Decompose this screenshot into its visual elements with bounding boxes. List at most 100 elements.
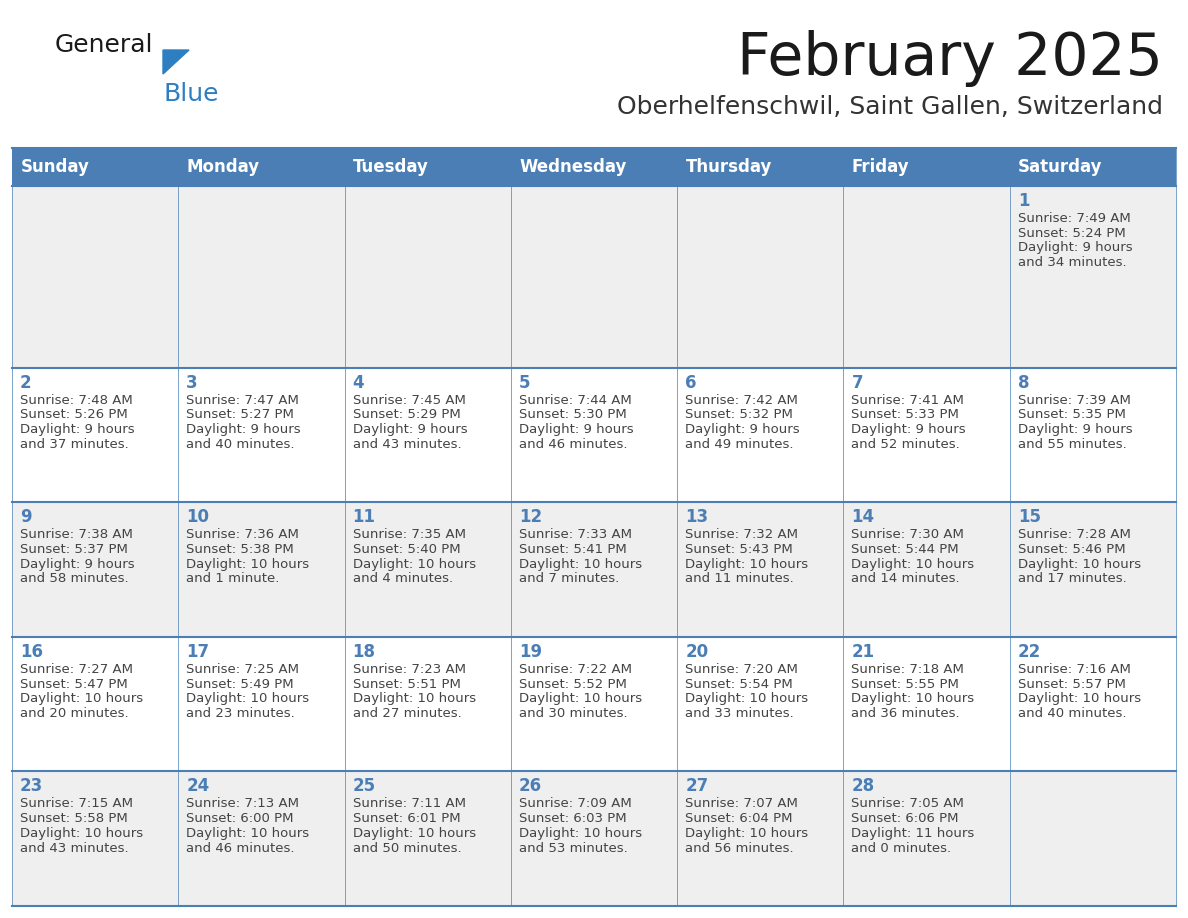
Text: and 0 minutes.: and 0 minutes. [852,842,952,855]
Text: Sunrise: 7:18 AM: Sunrise: 7:18 AM [852,663,965,676]
Text: Sunrise: 7:05 AM: Sunrise: 7:05 AM [852,798,965,811]
Text: 27: 27 [685,778,708,795]
Text: Daylight: 10 hours: Daylight: 10 hours [353,827,475,840]
Text: Daylight: 10 hours: Daylight: 10 hours [187,692,309,705]
Text: 4: 4 [353,374,365,392]
Text: Daylight: 10 hours: Daylight: 10 hours [353,692,475,705]
Bar [178,637,345,771]
Bar [677,502,843,637]
Text: 15: 15 [1018,509,1041,526]
Text: Sunrise: 7:13 AM: Sunrise: 7:13 AM [187,798,299,811]
Text: Sunrise: 7:44 AM: Sunrise: 7:44 AM [519,394,632,407]
Text: General: General [55,33,153,57]
Text: Sunset: 5:24 PM: Sunset: 5:24 PM [1018,227,1125,240]
Bar [511,771,677,906]
Text: Sunset: 5:35 PM: Sunset: 5:35 PM [1018,409,1125,421]
Text: Sunrise: 7:16 AM: Sunrise: 7:16 AM [1018,663,1131,676]
Text: and 56 minutes.: and 56 minutes. [685,842,794,855]
Text: 21: 21 [852,643,874,661]
Text: 6: 6 [685,374,696,392]
Text: February 2025: February 2025 [737,30,1163,87]
Bar [1010,771,1176,906]
Text: and 37 minutes.: and 37 minutes. [20,438,128,451]
Text: 17: 17 [187,643,209,661]
Text: 16: 16 [20,643,43,661]
Text: Sunset: 5:41 PM: Sunset: 5:41 PM [519,543,626,556]
Bar [843,637,1010,771]
Text: Daylight: 9 hours: Daylight: 9 hours [353,423,467,436]
Text: Sunrise: 7:20 AM: Sunrise: 7:20 AM [685,663,798,676]
Text: Sunrise: 7:45 AM: Sunrise: 7:45 AM [353,394,466,407]
Text: Sunrise: 7:36 AM: Sunrise: 7:36 AM [187,528,299,542]
Text: 7: 7 [852,374,862,392]
Text: 19: 19 [519,643,542,661]
Text: and 20 minutes.: and 20 minutes. [20,707,128,720]
Text: Sunset: 5:38 PM: Sunset: 5:38 PM [187,543,295,556]
Bar [178,502,345,637]
Text: Sunset: 5:47 PM: Sunset: 5:47 PM [20,677,128,690]
Bar [345,368,511,502]
Text: 18: 18 [353,643,375,661]
Text: Monday: Monday [187,158,260,176]
Text: Daylight: 10 hours: Daylight: 10 hours [1018,558,1140,571]
Text: 1: 1 [1018,192,1029,210]
Text: 20: 20 [685,643,708,661]
Text: 8: 8 [1018,374,1029,392]
Text: Sunrise: 7:28 AM: Sunrise: 7:28 AM [1018,528,1131,542]
Text: and 43 minutes.: and 43 minutes. [20,842,128,855]
Bar [345,502,511,637]
Text: Sunrise: 7:41 AM: Sunrise: 7:41 AM [852,394,965,407]
Text: Daylight: 10 hours: Daylight: 10 hours [519,692,642,705]
Text: Sunrise: 7:35 AM: Sunrise: 7:35 AM [353,528,466,542]
Text: Sunset: 5:46 PM: Sunset: 5:46 PM [1018,543,1125,556]
Bar [843,771,1010,906]
Text: Sunrise: 7:27 AM: Sunrise: 7:27 AM [20,663,133,676]
Bar [1010,186,1176,368]
Bar [12,637,178,771]
Text: and 50 minutes.: and 50 minutes. [353,842,461,855]
Text: Sunday: Sunday [20,158,89,176]
Text: and 17 minutes.: and 17 minutes. [1018,573,1126,586]
Text: Sunset: 6:03 PM: Sunset: 6:03 PM [519,812,626,825]
Bar [511,368,677,502]
Text: Sunrise: 7:15 AM: Sunrise: 7:15 AM [20,798,133,811]
Text: Wednesday: Wednesday [519,158,626,176]
Text: 14: 14 [852,509,874,526]
Text: and 30 minutes.: and 30 minutes. [519,707,627,720]
Text: Sunrise: 7:07 AM: Sunrise: 7:07 AM [685,798,798,811]
Text: 24: 24 [187,778,209,795]
Bar [511,148,677,186]
Text: Daylight: 9 hours: Daylight: 9 hours [187,423,301,436]
Bar [178,771,345,906]
Text: Sunset: 5:55 PM: Sunset: 5:55 PM [852,677,959,690]
Text: Sunset: 5:57 PM: Sunset: 5:57 PM [1018,677,1125,690]
Text: and 40 minutes.: and 40 minutes. [1018,707,1126,720]
Text: and 14 minutes.: and 14 minutes. [852,573,960,586]
Text: Daylight: 10 hours: Daylight: 10 hours [852,558,974,571]
Text: 23: 23 [20,778,43,795]
Text: and 52 minutes.: and 52 minutes. [852,438,960,451]
Text: Sunrise: 7:25 AM: Sunrise: 7:25 AM [187,663,299,676]
Text: Daylight: 10 hours: Daylight: 10 hours [685,558,808,571]
Text: Sunrise: 7:22 AM: Sunrise: 7:22 AM [519,663,632,676]
Text: Daylight: 9 hours: Daylight: 9 hours [1018,241,1132,254]
Text: 9: 9 [20,509,32,526]
Text: Daylight: 9 hours: Daylight: 9 hours [20,423,134,436]
Bar [345,637,511,771]
Bar [677,148,843,186]
Text: and 11 minutes.: and 11 minutes. [685,573,794,586]
Text: Sunset: 5:30 PM: Sunset: 5:30 PM [519,409,626,421]
Text: Sunset: 5:44 PM: Sunset: 5:44 PM [852,543,959,556]
Text: Sunset: 6:01 PM: Sunset: 6:01 PM [353,812,460,825]
Bar [843,502,1010,637]
Bar [12,148,178,186]
Text: 13: 13 [685,509,708,526]
Bar [345,771,511,906]
Bar [511,637,677,771]
Bar [843,148,1010,186]
Text: Sunrise: 7:33 AM: Sunrise: 7:33 AM [519,528,632,542]
Bar [843,368,1010,502]
Text: Daylight: 9 hours: Daylight: 9 hours [852,423,966,436]
Text: Sunrise: 7:49 AM: Sunrise: 7:49 AM [1018,212,1131,225]
Text: Daylight: 10 hours: Daylight: 10 hours [852,692,974,705]
